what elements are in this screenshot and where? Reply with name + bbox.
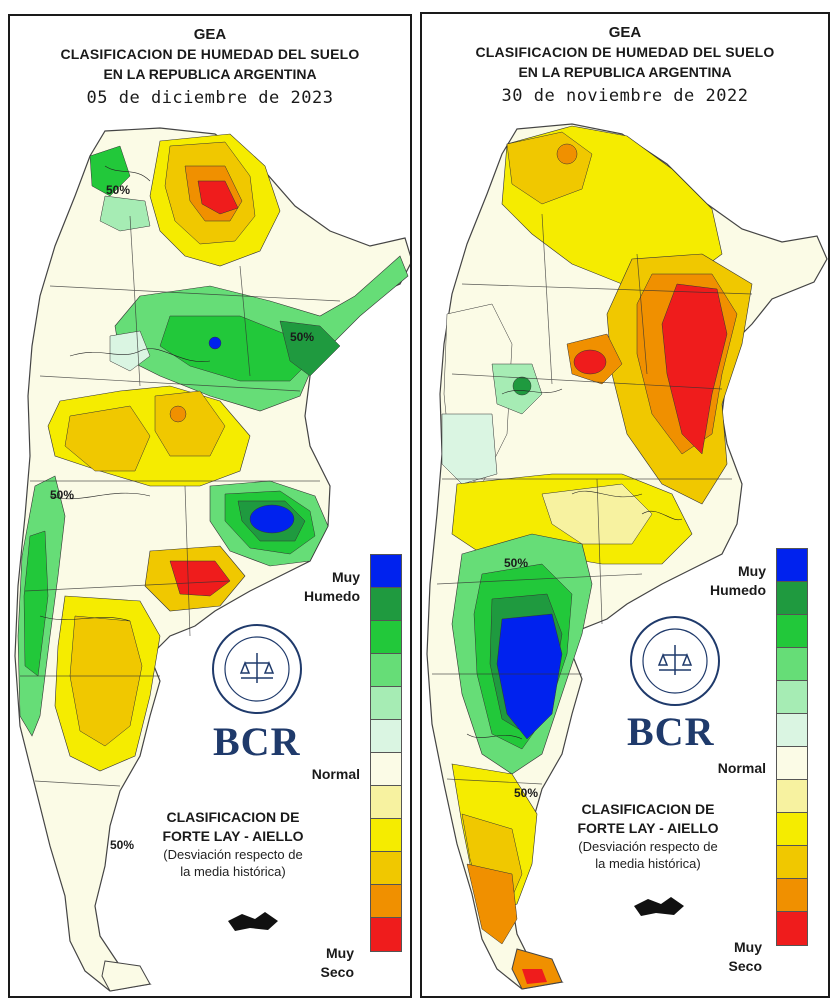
classification-caption: CLASIFICACION DE FORTE LAY - AIELLO (Des…: [162, 809, 304, 879]
legend-swatch: [371, 786, 401, 819]
legend-swatch: [777, 747, 807, 780]
title-line2: CLASIFICACION DE HUMEDAD DEL SUELO: [475, 44, 775, 60]
legend-swatch: [371, 885, 401, 918]
title-line2: CLASIFICACION DE HUMEDAD DEL SUELO: [60, 46, 360, 62]
legend-swatch: [371, 720, 401, 753]
legend-top-label: Muy Humedo: [710, 563, 766, 598]
legend-swatch: [777, 912, 807, 945]
bcr-seal-logo: [212, 624, 302, 714]
map-panel-2022: GEA CLASIFICACION DE HUMEDAD DEL SUELO E…: [420, 12, 830, 998]
legend-swatch: [777, 879, 807, 912]
legend-swatch: [777, 648, 807, 681]
legend-swatch: [777, 714, 807, 747]
classification-caption: CLASIFICACION DE FORTE LAY - AIELLO (Des…: [577, 801, 719, 871]
legend-bottom-label: Muy Seco: [320, 945, 354, 980]
legend-swatch: [777, 846, 807, 879]
legend-swatch: [371, 753, 401, 786]
map-date: 05 de diciembre de 2023: [86, 88, 334, 108]
legend-swatch: [371, 687, 401, 720]
legend-swatch: [777, 813, 807, 846]
legend-swatch: [777, 780, 807, 813]
legend-swatch: [371, 588, 401, 621]
title-gea: GEA: [608, 24, 642, 41]
color-legend: [370, 554, 402, 952]
patagonia-very-humid-zone: [496, 613, 563, 740]
color-legend: [776, 548, 808, 946]
map-date: 30 de noviembre de 2022: [501, 86, 749, 106]
isoline-label: 50%: [290, 330, 315, 344]
argentina-soil-moisture-map: [14, 127, 410, 992]
legend-swatch: [777, 549, 807, 582]
isoline-label: 50%: [110, 838, 135, 852]
isoline-label: 50%: [504, 556, 529, 570]
isoline-label: 50%: [514, 786, 539, 800]
title-line3: EN LA REPUBLICA ARGENTINA: [518, 64, 732, 80]
map-panel-2023: GEA CLASIFICACION DE HUMEDAD DEL SUELO E…: [8, 14, 412, 998]
isoline-label: 50%: [50, 488, 75, 502]
legend-bottom-label: Muy Seco: [728, 939, 762, 974]
legend-swatch: [777, 681, 807, 714]
legend-swatch: [371, 654, 401, 687]
legend-normal-label: Normal: [717, 760, 766, 776]
title-gea: GEA: [193, 26, 227, 43]
legend-normal-label: Normal: [311, 766, 360, 782]
bcr-logo-text: BCR: [627, 709, 715, 754]
bcr-logo-text: BCR: [213, 719, 301, 764]
legend-swatch: [371, 852, 401, 885]
legend-swatch: [777, 582, 807, 615]
malvinas-islands: [228, 912, 278, 931]
legend-swatch: [371, 819, 401, 852]
legend-swatch: [371, 555, 401, 588]
legend-swatch: [777, 615, 807, 648]
bcr-seal-logo: [630, 616, 720, 706]
legend-swatch: [371, 621, 401, 654]
isoline-label: 50%: [106, 183, 131, 197]
legend-top-label: Muy Humedo: [304, 569, 360, 604]
legend-swatch: [371, 918, 401, 951]
argentina-soil-moisture-map: [426, 123, 828, 990]
title-line3: EN LA REPUBLICA ARGENTINA: [103, 66, 317, 82]
tierra-del-fuego: [101, 960, 151, 992]
malvinas-islands: [634, 897, 684, 916]
